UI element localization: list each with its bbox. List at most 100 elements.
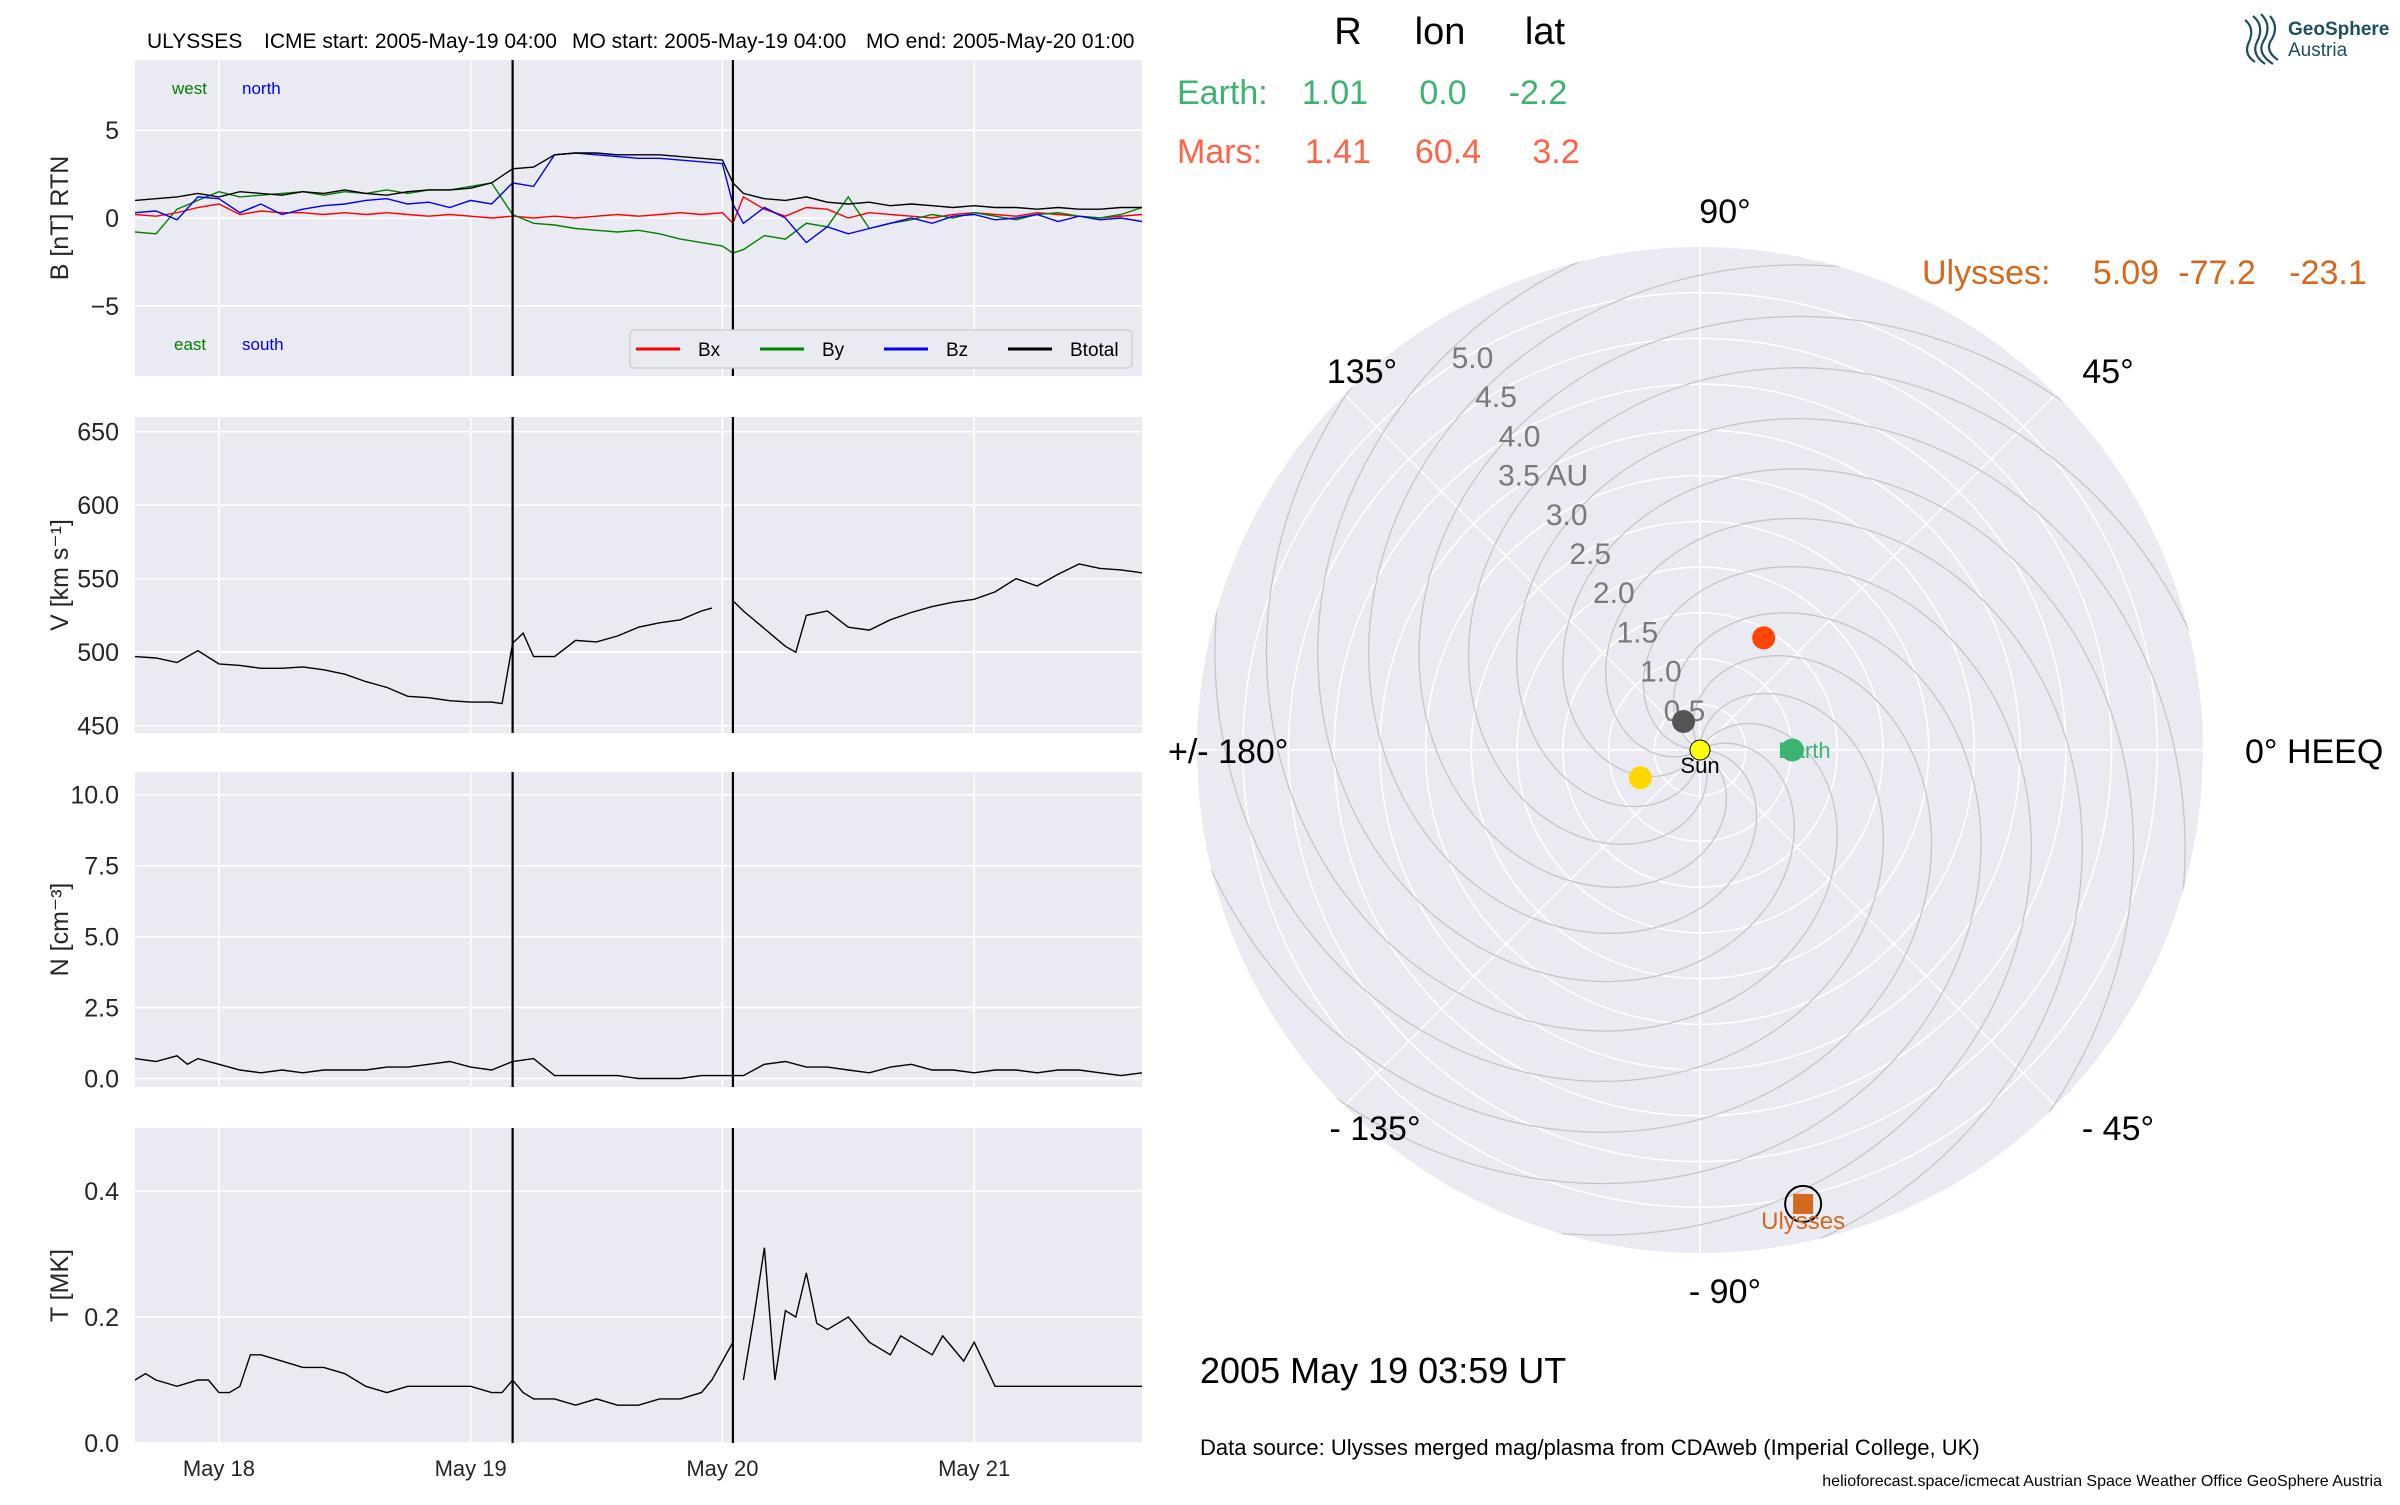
y-axis-label: B [nT] RTN — [46, 156, 74, 281]
density-panel: 0.0 2.5 5.0 7.5 10.0 N [cm⁻³] — [46, 772, 1142, 1093]
radial-tick-label: 3.0 — [1546, 499, 1588, 532]
y-tick-label: 7.5 — [84, 853, 119, 881]
radial-tick-label: 3.5 AU — [1498, 460, 1588, 493]
y-tick-label: 450 — [77, 713, 119, 741]
west-annotation: west — [171, 79, 207, 98]
series-group — [135, 1247, 1142, 1406]
legend-bz-label: Bz — [946, 340, 968, 361]
angle-label: 90° — [1699, 193, 1750, 231]
temperature-panel: 0.0 0.2 0.4 T [MK] May 18 May 19 May 20 May 21 — [46, 1128, 1142, 1481]
y-axis-label: N [cm⁻³] — [46, 883, 74, 977]
angle-label: 0° HEEQ — [2245, 733, 2383, 771]
y-tick-label: 10.0 — [70, 782, 119, 810]
radial-tick-label: 5.0 — [1452, 342, 1494, 375]
angle-label: - 90° — [1689, 1273, 1761, 1311]
y-tick-label: 0.4 — [84, 1178, 119, 1206]
panel-background — [135, 772, 1142, 1087]
radial-tick-label: 1.5 — [1616, 616, 1658, 649]
series-line-t — [742, 1247, 1142, 1387]
y-axis-label: T [MK] — [46, 1249, 74, 1322]
geosphere-swirl-icon — [2244, 13, 2279, 65]
parker-spiral-line — [1317, 247, 1968, 983]
y-tick-label: 0.0 — [84, 1430, 119, 1458]
parker-spiral-line — [1197, 482, 1933, 1133]
icme-start-label: ICME start: 2005-May-19 04:00 — [264, 30, 557, 53]
parker-spiral-line — [1197, 612, 1982, 1185]
series-line-v — [732, 563, 1142, 654]
parker-spiral-line — [1213, 566, 2033, 1236]
angle-label: 135° — [1327, 353, 1397, 391]
series-group — [135, 152, 1142, 254]
y-tick-label: 550 — [77, 566, 119, 594]
earth-row-r: 1.01 — [1302, 74, 1368, 112]
earth-marker — [1780, 738, 1804, 762]
ulysses-orbit-marker — [1784, 1184, 1823, 1223]
x-tick-label: May 19 — [435, 1456, 507, 1481]
earth-row-lat: -2.2 — [1509, 74, 1568, 112]
planet-gray-marker — [1672, 709, 1696, 733]
y-tick-label: 0.2 — [84, 1304, 119, 1332]
angle-label: +/- 180° — [1168, 733, 1288, 771]
earth-row-lon: 0.0 — [1419, 74, 1466, 112]
angle-label: - 45° — [2082, 1110, 2154, 1148]
col-header-r: R — [1334, 11, 1361, 53]
x-tick-label: May 21 — [938, 1456, 1010, 1481]
col-header-lat: lat — [1525, 11, 1566, 53]
series-group — [135, 563, 1142, 705]
ulysses-row-name: Ulysses: — [1922, 254, 2050, 292]
series-line-bz — [135, 152, 1142, 244]
x-tick-label: May 20 — [686, 1456, 758, 1481]
ulysses-row-r: 5.09 — [2093, 254, 2159, 292]
parker-spiral-line — [1467, 367, 2203, 1018]
ulysses-label: Ulysses — [1761, 1208, 1845, 1235]
mars-row-r: 1.41 — [1305, 133, 1371, 171]
sun-marker — [1689, 739, 1711, 761]
mars-row-lat: 3.2 — [1532, 133, 1579, 171]
sun-label: Sun — [1680, 753, 1719, 778]
b-legend: Bx By Bz Btotal — [629, 329, 1133, 369]
legend-by-label: By — [822, 340, 845, 361]
series-line-btotal — [135, 152, 1142, 210]
radial-tick-label: 4.0 — [1499, 420, 1541, 453]
polar-spoke — [1699, 393, 2057, 751]
radial-tick-label: 1.0 — [1640, 656, 1682, 689]
y-tick-label: 500 — [77, 639, 119, 667]
parker-spiral-line — [1516, 417, 2186, 1237]
speed-panel: 450 500 550 600 650 V [km s⁻¹] — [46, 417, 1142, 741]
angle-label: - 135° — [1329, 1110, 1420, 1148]
ulysses-row-lon: -77.2 — [2178, 254, 2256, 292]
radial-tick-label: 4.5 — [1475, 381, 1517, 414]
spiral-group — [1197, 247, 2203, 1253]
logo-line2: Austria — [2288, 40, 2348, 61]
spacecraft-label: ULYSSES — [147, 30, 242, 53]
parker-spiral-line — [1432, 517, 2083, 1253]
mo-end-label: MO end: 2005-May-20 01:00 — [866, 30, 1135, 53]
radial-tick-label: 2.0 — [1593, 577, 1635, 610]
earth-row-name: Earth: — [1177, 74, 1268, 112]
y-tick-label: 5 — [105, 117, 119, 145]
parker-spiral-line — [1367, 264, 2187, 934]
ulysses-marker — [1793, 1193, 1814, 1214]
y-tick-label: 0.0 — [84, 1065, 119, 1093]
north-annotation: north — [242, 79, 281, 98]
geosphere-logo: GeoSphere Austria — [2244, 13, 2389, 65]
magnetic-field-panel: −5 0 5 B [nT] RTN — [46, 60, 1142, 376]
earth-label: Earth — [1778, 738, 1831, 763]
mars-marker — [1752, 626, 1776, 650]
legend-bx-label: Bx — [698, 340, 721, 361]
y-tick-label: 5.0 — [84, 924, 119, 952]
positions-table: R lon lat Earth: 1.01 0.0 -2.2 Mars: 1.4… — [1177, 11, 2367, 292]
east-annotation: east — [174, 335, 206, 354]
panel-background — [135, 1128, 1142, 1443]
x-tick-label: May 18 — [183, 1456, 255, 1481]
col-header-lon: lon — [1415, 11, 1466, 53]
parker-spiral-line — [1562, 468, 2135, 1253]
series-line-t — [135, 1341, 734, 1406]
polar-position-plot: 0.51.01.52.02.53.03.5 AU4.04.55.090°45°0… — [1168, 193, 2383, 1311]
y-tick-label: 600 — [77, 492, 119, 520]
y-axis-label: V [km s⁻¹] — [46, 519, 74, 631]
series-line-v — [135, 607, 713, 705]
ulysses-row-lat: -23.1 — [2289, 254, 2367, 292]
